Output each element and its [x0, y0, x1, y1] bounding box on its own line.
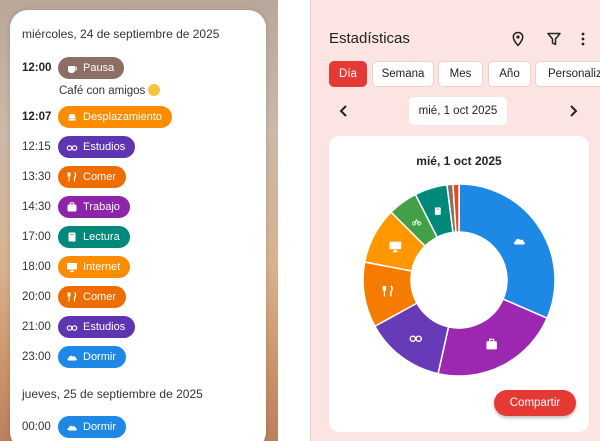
tab-semana[interactable]: Semana — [372, 61, 434, 87]
agenda-entry[interactable]: 13:30 Comer — [22, 166, 127, 188]
chart-card: mié, 1 oct 2025 — [329, 136, 589, 432]
entry-time: 12:15 — [22, 141, 51, 153]
briefcase-icon — [486, 338, 497, 350]
activity-chip[interactable]: Comer — [58, 166, 127, 188]
cloud-icon — [66, 351, 78, 363]
coffee-icon — [66, 62, 78, 74]
entry-time: 12:00 — [22, 62, 52, 74]
donut-chart — [362, 183, 556, 377]
bike-icon — [412, 219, 422, 226]
activity-label: Trabajo — [83, 201, 120, 213]
entry-time: 17:00 — [22, 231, 51, 243]
entry-time: 23:00 — [22, 351, 51, 363]
entry-note: Café con amigos — [59, 84, 161, 97]
activity-label: Estudios — [83, 141, 126, 153]
activity-chip[interactable]: Trabajo — [58, 196, 130, 218]
chevron-right-icon[interactable] — [566, 103, 580, 119]
tab-ano[interactable]: Año — [488, 61, 531, 87]
agenda-entry[interactable]: 20:00 Comer — [22, 286, 127, 308]
agenda-entry[interactable]: 12:00 Pausa — [22, 57, 125, 79]
fork-knife-icon — [382, 285, 393, 297]
entry-time: 00:00 — [22, 421, 51, 433]
tab-mes[interactable]: Mes — [438, 61, 483, 87]
activity-chip[interactable]: Internet — [58, 256, 131, 278]
activity-chip[interactable]: Comer — [58, 286, 127, 308]
entry-time: 20:00 — [22, 291, 51, 303]
chevron-left-icon[interactable] — [337, 103, 351, 119]
filter-icon[interactable] — [545, 30, 563, 48]
slice-dormir[interactable] — [458, 183, 556, 320]
agenda-entry[interactable]: 12:07 Desplazamiento — [22, 106, 172, 128]
slice-trabajo[interactable] — [437, 298, 549, 377]
monitor-icon — [66, 261, 78, 273]
share-button[interactable]: Compartir — [494, 390, 576, 416]
day-header: jueves, 25 de septiembre de 2025 — [22, 387, 203, 401]
activity-label: Dormir — [83, 421, 116, 433]
activity-label: Comer — [83, 291, 117, 303]
entry-time: 12:07 — [22, 111, 52, 123]
activity-label: Pausa — [83, 62, 115, 74]
agenda-entry[interactable]: 23:00 Dormir — [22, 346, 126, 368]
chart-title: mié, 1 oct 2025 — [416, 154, 502, 168]
statistics-panel: Estadísticas Día Semana Mes Año Personal… — [310, 0, 600, 441]
entry-time: 18:00 — [22, 261, 51, 273]
activity-label: Internet — [83, 261, 121, 273]
activity-chip[interactable]: Dormir — [58, 346, 126, 368]
agenda-entry[interactable]: 18:00 Internet — [22, 256, 131, 278]
tab-dia[interactable]: Día — [329, 61, 367, 87]
activity-label: Estudios — [83, 321, 126, 333]
activity-label: Lectura — [83, 231, 120, 243]
cloud-icon — [513, 239, 525, 245]
activity-label: Desplazamiento — [83, 111, 162, 123]
cloud-icon — [66, 421, 78, 433]
agenda-entry[interactable]: 14:30 Trabajo — [22, 196, 130, 218]
date-selector[interactable]: mié, 1 oct 2025 — [409, 97, 507, 125]
location-pin-icon[interactable] — [509, 30, 527, 48]
entry-time: 14:30 — [22, 201, 51, 213]
glasses-icon — [409, 335, 422, 343]
car-icon — [66, 111, 78, 123]
activity-chip[interactable]: Lectura — [58, 226, 130, 248]
agenda-entry[interactable]: 12:15 Estudios — [22, 136, 136, 158]
activity-chip[interactable]: Dormir — [58, 416, 126, 438]
smile-emoji-icon — [148, 84, 161, 96]
activity-label: Comer — [83, 171, 117, 183]
activity-chip[interactable]: Desplazamiento — [58, 106, 172, 128]
activity-label: Dormir — [83, 351, 116, 363]
slice-desplazamiento[interactable] — [452, 183, 460, 233]
fork-knife-icon — [66, 291, 78, 303]
book-icon — [434, 207, 441, 215]
briefcase-icon — [66, 201, 78, 213]
entry-time: 13:30 — [22, 171, 51, 183]
activity-chip[interactable]: Pausa — [58, 57, 125, 79]
monitor-icon — [389, 241, 402, 253]
agenda-entry[interactable]: 00:00 Dormir — [22, 416, 126, 438]
glasses-icon — [66, 141, 78, 153]
entry-time: 21:00 — [22, 321, 51, 333]
book-icon — [66, 231, 78, 243]
glasses-icon — [66, 321, 78, 333]
activity-chip[interactable]: Estudios — [58, 316, 136, 338]
day-header: miércoles, 24 de septiembre de 2025 — [22, 27, 220, 41]
agenda-entry[interactable]: 17:00 Lectura — [22, 226, 130, 248]
activity-chip[interactable]: Estudios — [58, 136, 136, 158]
more-options-icon[interactable] — [574, 30, 592, 48]
agenda-card — [10, 10, 266, 441]
tab-personalizado[interactable]: Personalizado — [535, 61, 600, 87]
fork-knife-icon — [66, 171, 78, 183]
page-title: Estadísticas — [329, 30, 410, 47]
agenda-entry[interactable]: 21:00 Estudios — [22, 316, 136, 338]
